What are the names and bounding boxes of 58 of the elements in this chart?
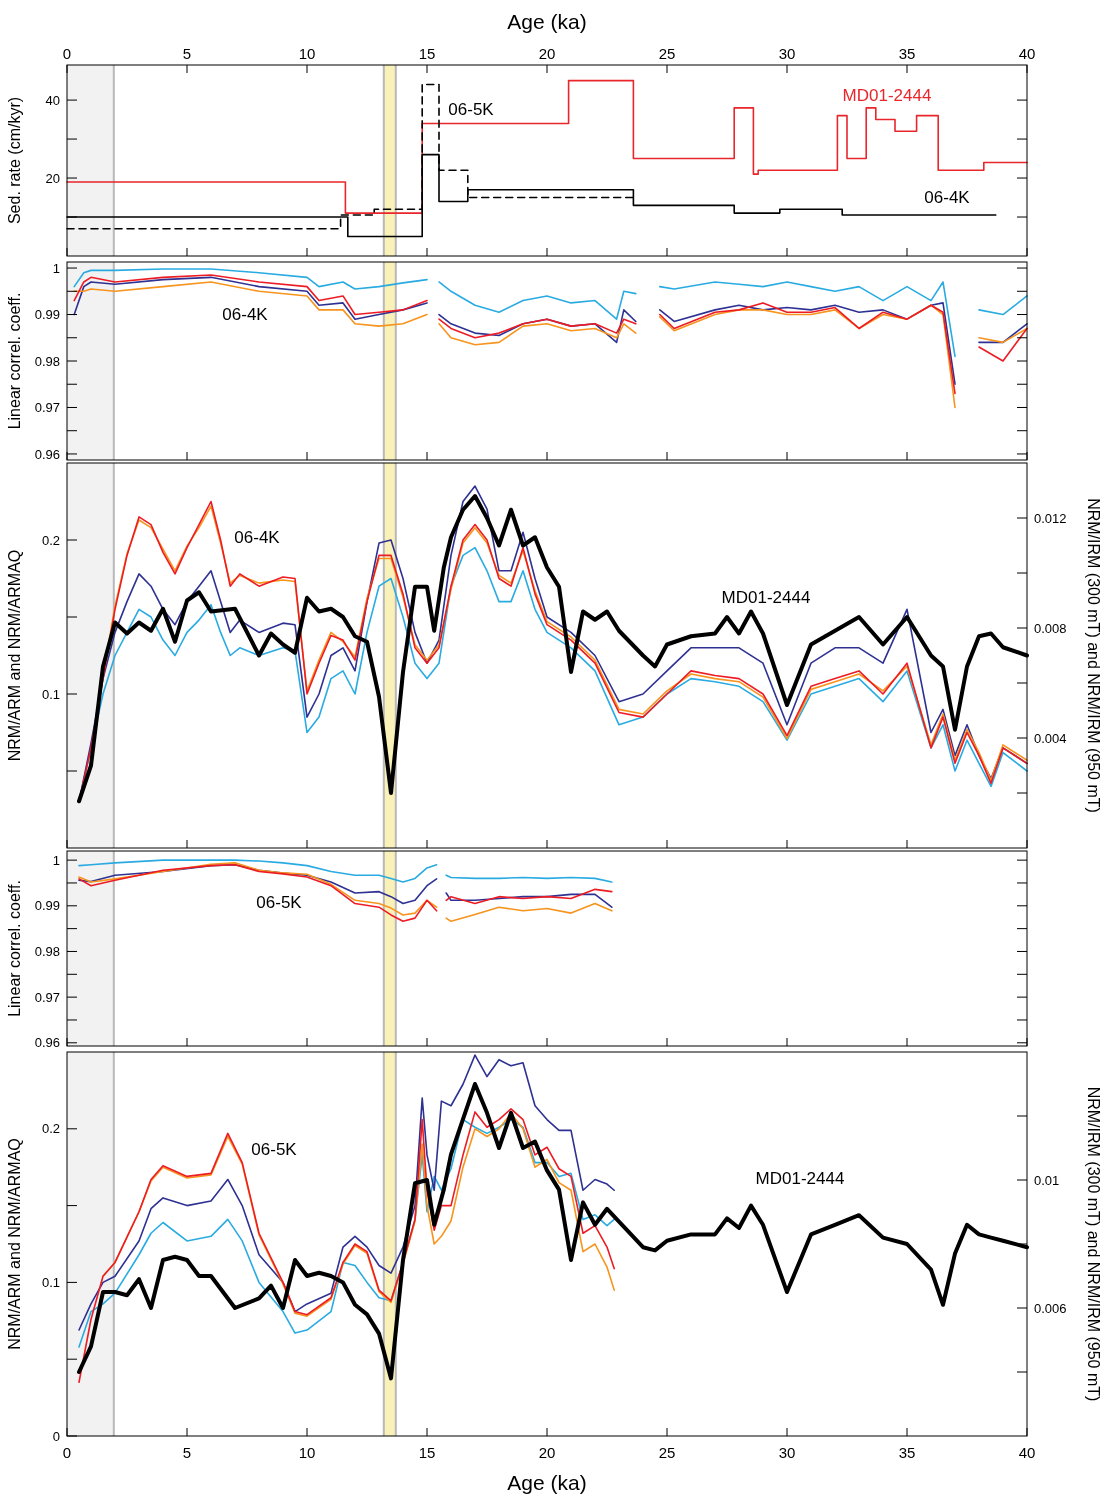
x-tick-label: 40	[1018, 1444, 1036, 1461]
x-tick-label: 25	[658, 1444, 676, 1461]
x2-tick-label: 25	[658, 45, 676, 62]
x2-tick-label: 35	[898, 45, 916, 62]
annotation: MD01-2444	[755, 1168, 845, 1188]
y-tick-label: 0.96	[34, 446, 60, 462]
annotation: MD01-2444	[721, 587, 811, 607]
x-tick-label: 20	[538, 1444, 556, 1461]
y-tick-label: 0.2	[41, 1121, 60, 1137]
y2-tick-label: 0.012	[1034, 510, 1067, 526]
x2-tick-label: 40	[1018, 45, 1036, 62]
annotation: 06-5K	[448, 99, 495, 119]
y-tick-label: 20	[45, 170, 60, 186]
y-tick-label: 0.1	[41, 1274, 60, 1290]
y-tick-label: 0.97	[34, 989, 60, 1005]
annotation: 06-5K	[256, 892, 303, 912]
y2-tick-label: 0.004	[1034, 730, 1067, 746]
y-axis-title: NRM/ARM and NRM/ARMAQ	[6, 1138, 23, 1350]
y-tick-label: 0.97	[34, 400, 60, 416]
x-tick-label: 5	[182, 1444, 192, 1461]
y2-axis-title: NRM/IRM (300 mT) and NRM/IRM (950 mT)	[1085, 1086, 1102, 1402]
annotation: 06-4K	[234, 527, 281, 547]
y-tick-label: 0.96	[34, 1035, 60, 1051]
x2-tick-label: 15	[418, 45, 436, 62]
y2-tick-label: 0.01	[1034, 1172, 1060, 1188]
y-axis-title: Linear correl. coeff.	[6, 880, 23, 1017]
x2-tick-label: 30	[778, 45, 796, 62]
x-axis-title: Age (ka)	[507, 1471, 587, 1494]
x-tick-label: 15	[418, 1444, 436, 1461]
y-tick-label: 0.99	[34, 307, 60, 323]
y2-tick-label: 0.008	[1034, 620, 1067, 636]
y-tick-label: 0.99	[34, 898, 60, 914]
x2-axis-title: Age (ka)	[507, 10, 587, 33]
y-axis-title: Linear correl. coeff.	[6, 292, 23, 430]
y2-tick-label: 0.006	[1034, 1300, 1067, 1316]
annotation: MD01-2444	[842, 85, 932, 105]
y-axis-title: Sed. rate (cm/kyr)	[6, 96, 23, 225]
x-tick-label: 10	[298, 1444, 316, 1461]
annotation: 06-4K	[222, 304, 269, 324]
y-tick-label: 0.98	[34, 353, 60, 369]
line-series	[78, 1108, 615, 1384]
x-tick-label: 35	[898, 1444, 916, 1461]
y-tick-label: 0.1	[41, 686, 60, 702]
y2-axis-title: NRM/IRM (300 mT) and NRM/IRM (950 mT)	[1085, 498, 1102, 813]
y-tick-label: 1	[52, 260, 60, 276]
annotation: 06-4K	[924, 187, 971, 207]
x2-tick-label: 10	[298, 45, 316, 62]
y-axis-title: NRM/ARM and NRM/ARMAQ	[6, 549, 23, 762]
y-tick-label: 0	[52, 1428, 60, 1444]
y-tick-label: 1	[52, 852, 60, 868]
x-tick-label: 30	[778, 1444, 796, 1461]
annotation: 06-5K	[251, 1139, 298, 1159]
line-series	[78, 1054, 615, 1331]
y-tick-label: 0.98	[34, 944, 60, 960]
x2-tick-label: 20	[538, 45, 556, 62]
y-tick-label: 0.2	[41, 532, 60, 548]
x2-tick-label: 5	[182, 45, 192, 62]
y-tick-label: 40	[45, 92, 60, 108]
